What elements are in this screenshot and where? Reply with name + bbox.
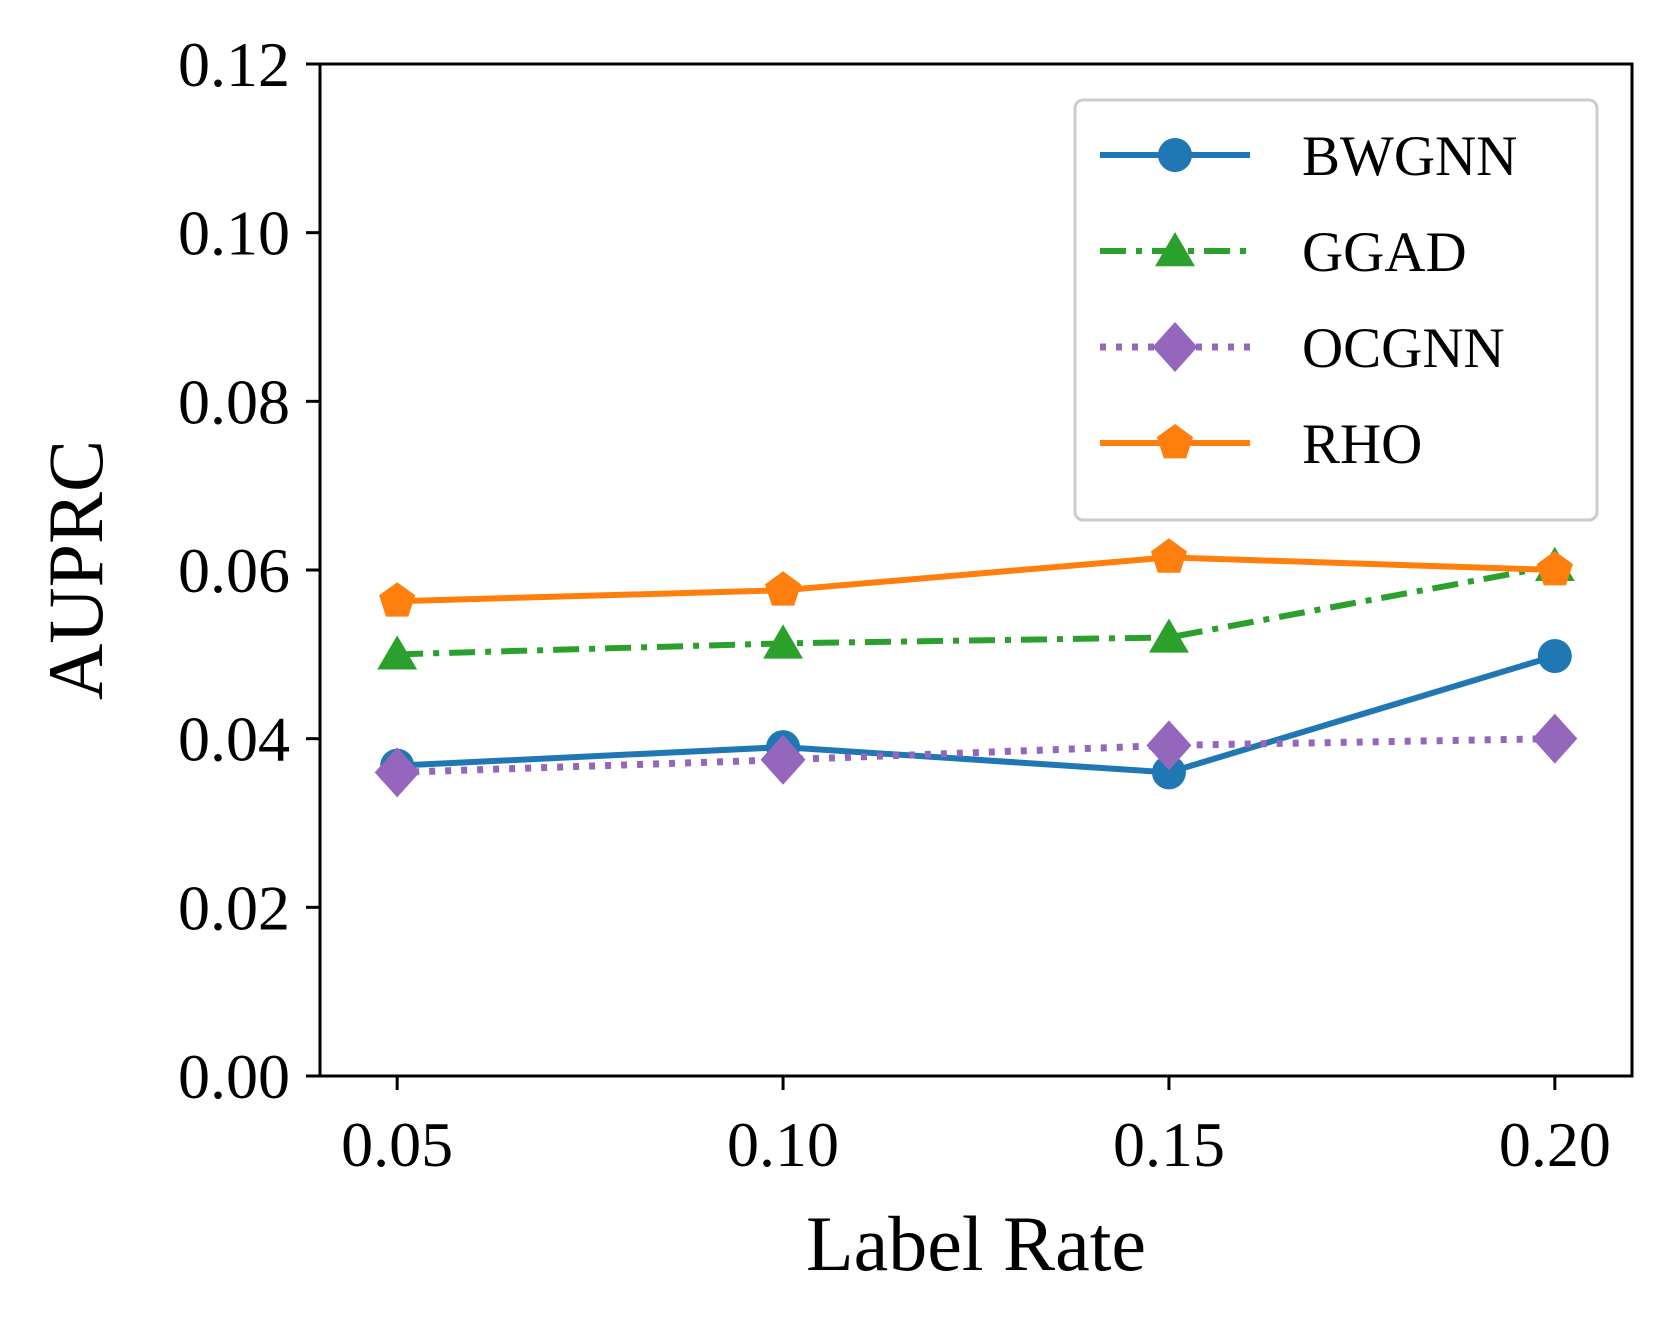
legend: BWGNN GGAD OCGNN RHO <box>1073 98 1599 522</box>
y-tick-label: 0.00 <box>178 1041 290 1112</box>
data-point-ocgnn <box>760 734 806 785</box>
legend-marker-ocgnn <box>1152 322 1198 372</box>
data-point-ggad <box>763 624 804 659</box>
data-point-rho <box>379 582 416 617</box>
series-line-bwgnn <box>397 653 1556 776</box>
data-point-ggad <box>1148 618 1189 653</box>
data-point-ggad <box>377 635 418 670</box>
series-rho <box>379 538 1573 617</box>
x-tick-label: 0.20 <box>1499 1109 1611 1180</box>
data-point-bwgnn <box>1151 755 1186 790</box>
legend-marker-ggad <box>1155 232 1195 267</box>
data-point-ocgnn <box>374 747 420 798</box>
data-point-rho <box>1150 538 1187 573</box>
series-layer <box>374 538 1578 798</box>
series-line-ggad <box>397 562 1556 658</box>
data-point-rho <box>1536 551 1573 586</box>
series-ocgnn <box>374 713 1578 798</box>
series-line-rho <box>397 554 1555 605</box>
y-axis-title: AUPRC <box>32 440 119 700</box>
y-axis: 0.00 0.02 0.04 0.06 0.08 0.10 0.12 <box>178 29 320 1112</box>
y-tick-label: 0.08 <box>178 366 290 437</box>
legend-label: GGAD <box>1302 221 1467 284</box>
data-point-ocgnn <box>1146 720 1192 771</box>
x-axis: 0.05 0.10 0.15 0.20 <box>341 1076 1611 1180</box>
series-line-ocgnn <box>397 735 1555 776</box>
x-axis-title: Label Rate <box>806 1200 1146 1287</box>
data-point-bwgnn <box>1537 639 1572 674</box>
legend-frame <box>1073 98 1599 522</box>
legend-marker-rho <box>1156 424 1194 459</box>
x-tick-label: 0.10 <box>727 1109 839 1180</box>
legend-label: OCGNN <box>1302 317 1505 380</box>
legend-item-rho: RHO <box>1100 413 1422 476</box>
legend-label: RHO <box>1302 413 1422 476</box>
y-tick-label: 0.10 <box>178 198 290 269</box>
x-tick-label: 0.05 <box>341 1109 453 1180</box>
data-point-rho <box>765 571 802 606</box>
y-tick-label: 0.12 <box>178 29 290 100</box>
y-tick-label: 0.02 <box>178 872 290 943</box>
legend-item-ocgnn: OCGNN <box>1100 317 1505 380</box>
x-tick-label: 0.15 <box>1113 1109 1225 1180</box>
legend-marker-bwgnn <box>1158 138 1192 172</box>
y-tick-label: 0.06 <box>178 535 290 606</box>
legend-item-bwgnn: BWGNN <box>1100 125 1517 188</box>
legend-label: BWGNN <box>1302 125 1517 188</box>
data-point-ocgnn <box>1532 713 1578 764</box>
y-tick-label: 0.04 <box>178 704 290 775</box>
legend-item-ggad: GGAD <box>1100 221 1467 284</box>
